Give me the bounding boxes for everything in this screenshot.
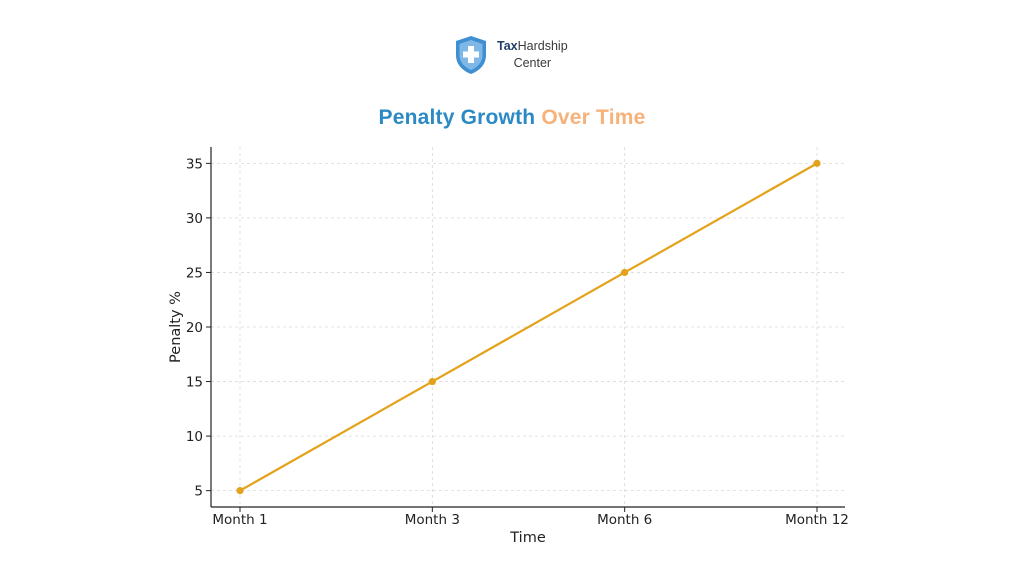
- chart-title: Penalty Growth Over Time: [0, 106, 1024, 130]
- data-point: [813, 159, 821, 167]
- y-axis-ticks: 5 10 15 20 25 30 35: [186, 156, 211, 500]
- y-tick-label: 20: [186, 320, 203, 336]
- logo-name-bold: Tax: [497, 39, 518, 53]
- logo-name-rest: Hardship: [517, 39, 568, 53]
- x-tick-label: Month 1: [212, 512, 267, 528]
- y-tick-label: 30: [186, 211, 203, 227]
- y-tick-label: 10: [186, 429, 203, 445]
- chart-title-part2: Over Time: [541, 106, 646, 129]
- x-tick-label: Month 6: [597, 512, 652, 528]
- y-tick-label: 15: [186, 375, 203, 391]
- series-group: [236, 159, 821, 495]
- y-axis-label: Penalty %: [168, 291, 184, 363]
- y-tick-label: 25: [186, 265, 203, 281]
- series-line: [239, 162, 818, 492]
- chart-title-part1: Penalty Growth: [378, 106, 536, 129]
- medical-cross-shield-icon: [456, 36, 486, 74]
- data-point: [428, 377, 436, 386]
- logo-name-line2: Center: [513, 56, 552, 70]
- x-axis-ticks: Month 1 Month 3 Month 6 Month 12: [212, 507, 849, 528]
- logo: TaxHardship Center: [454, 34, 568, 76]
- logo-text: TaxHardship Center: [497, 38, 568, 72]
- x-tick-label: Month 12: [785, 512, 849, 528]
- data-point: [236, 487, 244, 495]
- gridlines: [211, 147, 845, 507]
- data-point: [621, 268, 629, 277]
- y-tick-label: 5: [194, 484, 203, 500]
- y-tick-label: 35: [186, 156, 203, 172]
- x-axis-label: Time: [509, 530, 546, 546]
- x-tick-label: Month 3: [405, 512, 460, 528]
